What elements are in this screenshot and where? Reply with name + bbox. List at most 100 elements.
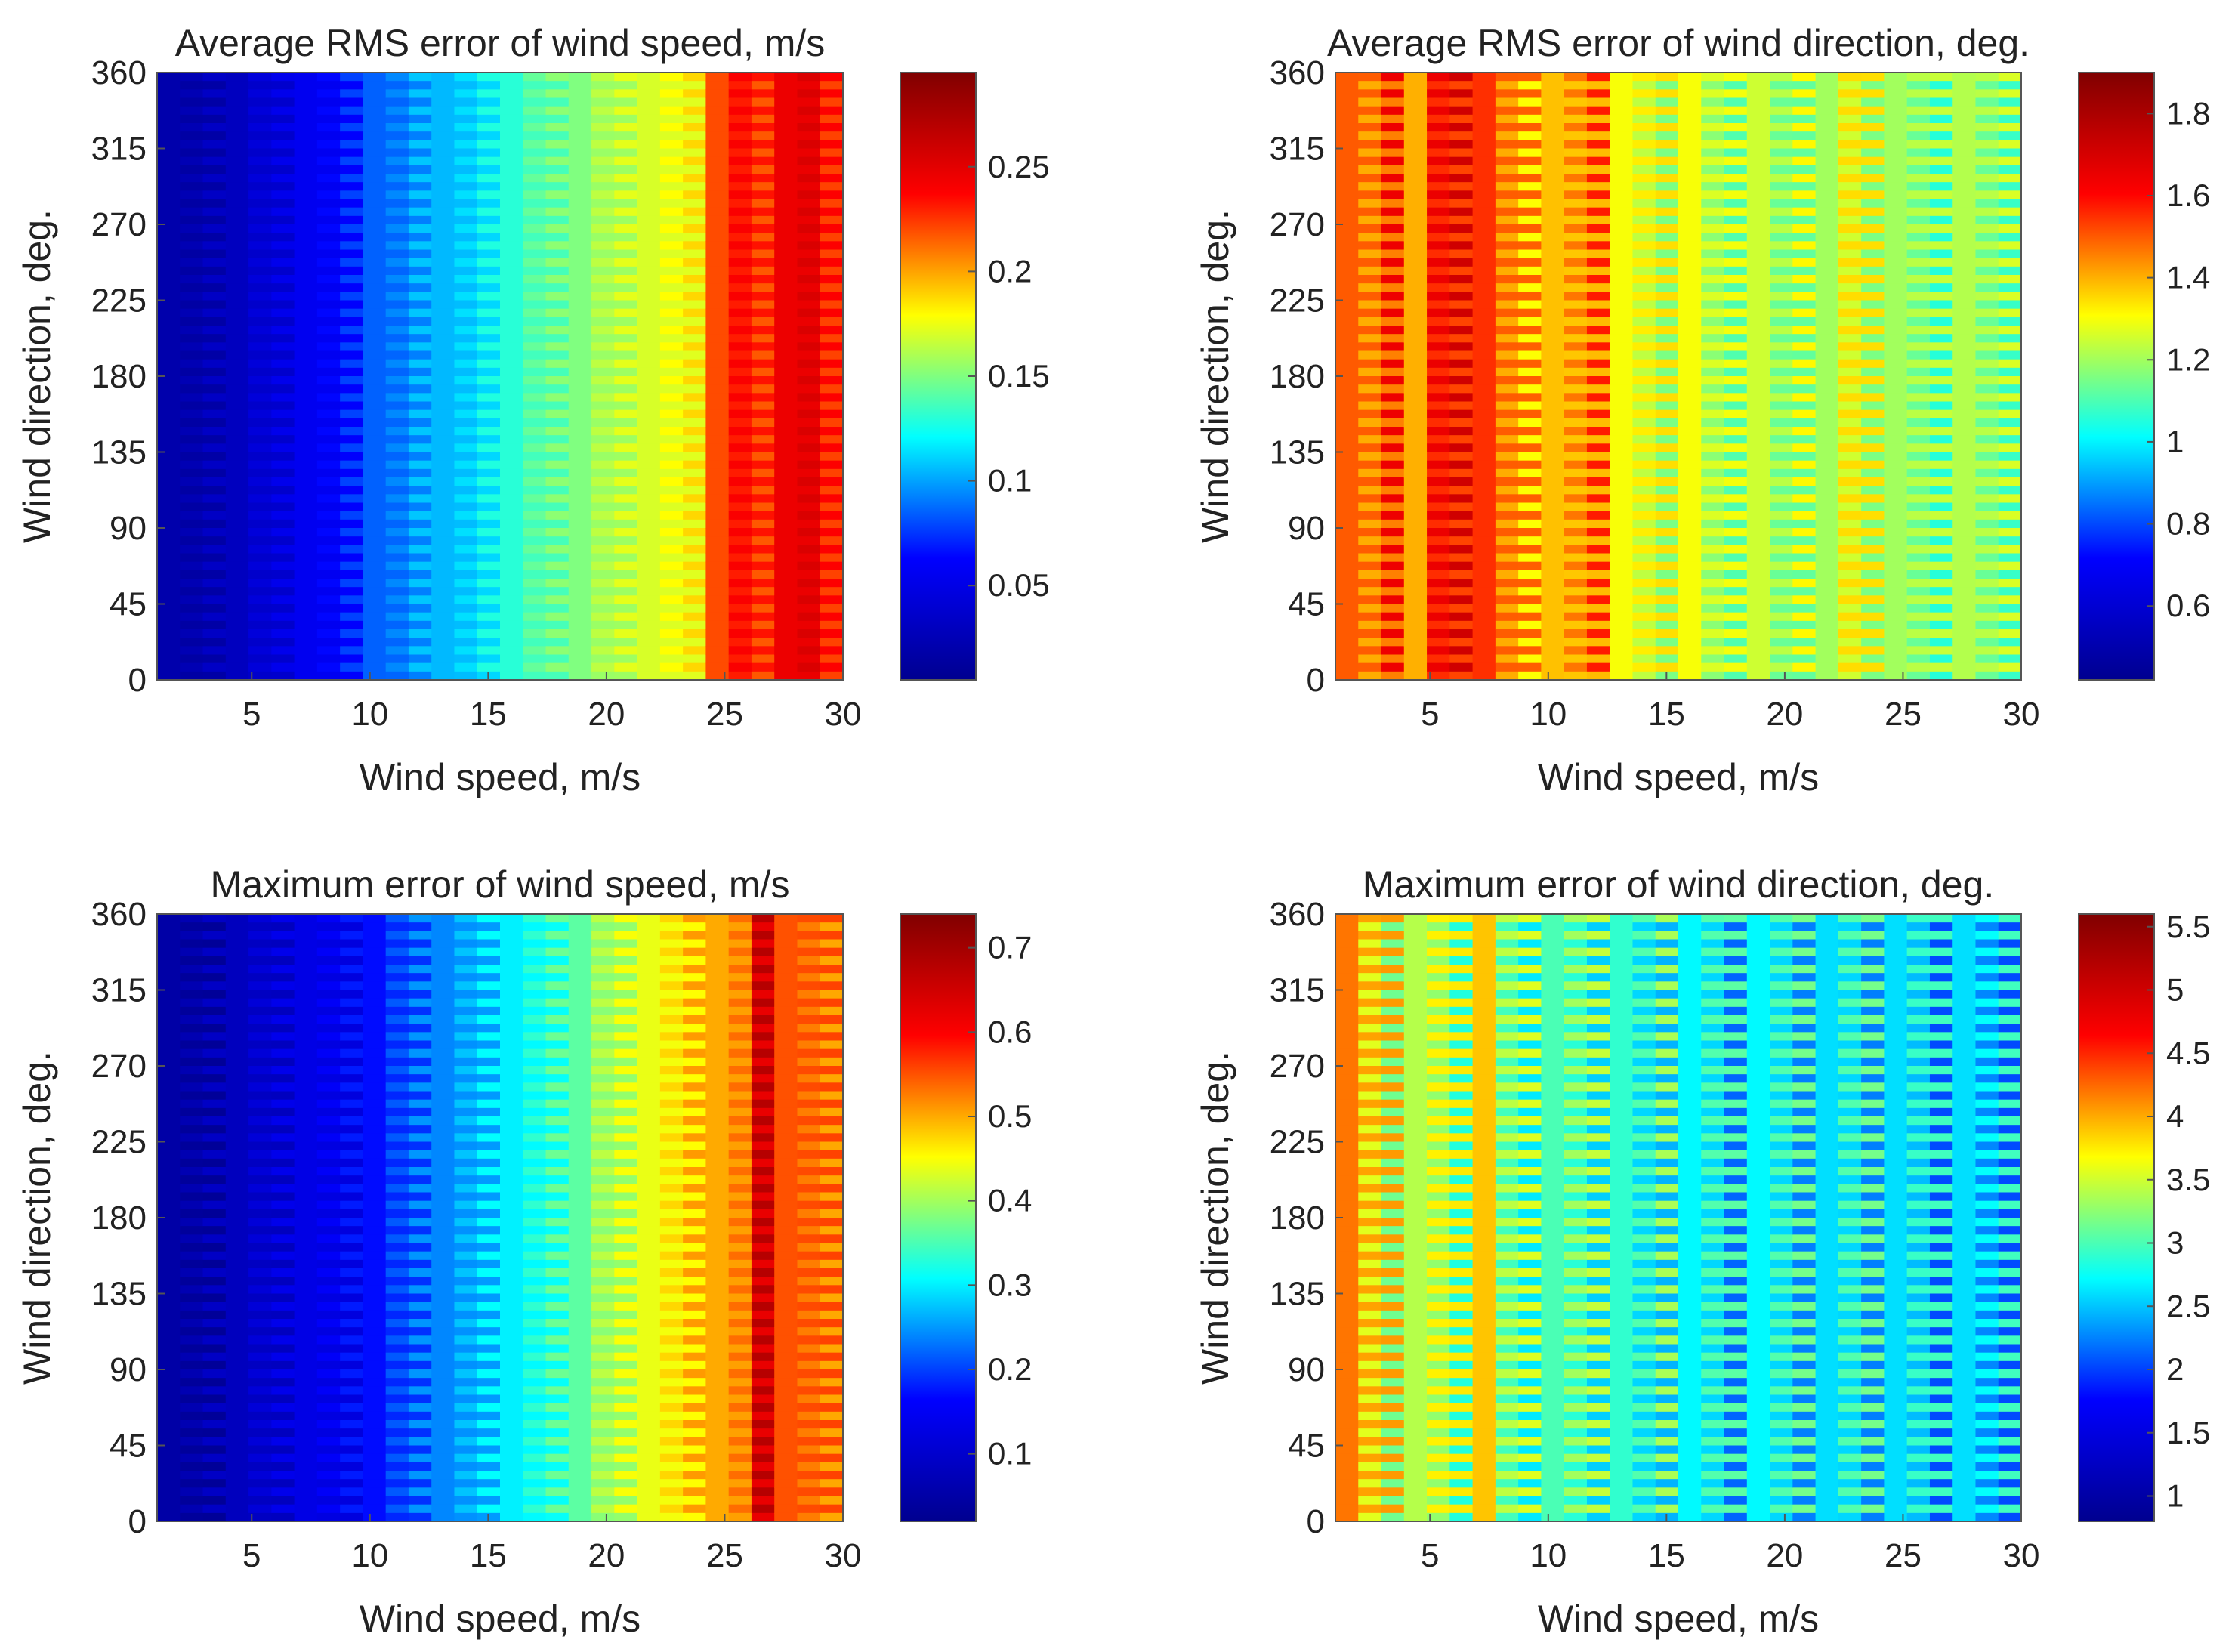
heatmap-cell: [1541, 604, 1565, 613]
heatmap-cell: [1610, 452, 1634, 462]
heatmap-cell: [316, 1040, 341, 1050]
heatmap-cell: [363, 435, 387, 444]
heatmap-cell: [316, 939, 341, 949]
heatmap-cell: [1472, 215, 1496, 225]
heatmap-cell: [1975, 350, 1999, 360]
heatmap-cell: [180, 1133, 204, 1143]
heatmap-cell: [1975, 435, 1999, 444]
heatmap-cell: [1427, 561, 1450, 571]
heatmap-cell: [1770, 486, 1793, 495]
heatmap-cell: [1564, 384, 1588, 394]
heatmap-cell: [591, 545, 615, 554]
heatmap-cell: [363, 317, 387, 326]
heatmap-cell: [1792, 595, 1817, 605]
heatmap-cell: [774, 384, 798, 394]
colorbar-tick-label: 0.15: [988, 358, 1050, 394]
heatmap-cell: [385, 545, 409, 554]
heatmap-cell: [294, 334, 318, 343]
heatmap-cell: [1838, 292, 1862, 301]
heatmap-cell: [1861, 654, 1885, 664]
heatmap-cell: [1518, 182, 1542, 191]
heatmap-cell: [1381, 165, 1405, 174]
heatmap-cell: [797, 612, 821, 622]
heatmap-cell: [294, 939, 318, 949]
heatmap-cell: [774, 174, 798, 183]
heatmap-cell: [1815, 266, 1839, 276]
heatmap-cell: [1678, 477, 1702, 486]
heatmap-cell: [157, 283, 181, 292]
heatmap-cell: [157, 998, 181, 1008]
heatmap-cell: [225, 528, 249, 537]
heatmap-cell: [1746, 545, 1770, 554]
heatmap-cell: [431, 174, 455, 183]
heatmap-cell: [1472, 561, 1496, 571]
heatmap-cell: [157, 604, 181, 613]
heatmap-cell: [1792, 486, 1817, 495]
heatmap-cell: [1427, 148, 1450, 158]
heatmap-cell: [1449, 308, 1474, 318]
heatmap-cell: [1746, 283, 1770, 292]
heatmap-cell: [1564, 367, 1588, 377]
heatmap-cell: [1472, 620, 1496, 630]
heatmap-cell: [316, 1209, 341, 1218]
heatmap-cell: [1861, 393, 1885, 403]
heatmap-cell: [316, 536, 341, 545]
heatmap-cell: [202, 1066, 227, 1075]
heatmap-cell: [1998, 418, 2022, 428]
heatmap-cell: [568, 662, 592, 672]
heatmap-cell: [1632, 300, 1656, 310]
heatmap-cell: [705, 207, 730, 217]
heatmap-cell: [1586, 342, 1610, 352]
heatmap-cell: [157, 182, 181, 191]
heatmap-cell: [180, 249, 204, 259]
heatmap-cell: [340, 326, 363, 335]
heatmap-cell: [1403, 106, 1428, 116]
heatmap-cell: [1472, 570, 1496, 579]
heatmap-cell: [1952, 477, 1977, 486]
heatmap-cell: [248, 536, 272, 545]
heatmap-cell: [157, 914, 181, 923]
heatmap-cell: [774, 511, 798, 520]
heatmap-cell: [1815, 638, 1839, 647]
heatmap-cell: [568, 292, 592, 301]
heatmap-cell: [225, 1285, 249, 1295]
heatmap-cell: [637, 199, 661, 208]
heatmap-cell: [1472, 140, 1496, 150]
heatmap-cell: [1838, 190, 1862, 200]
heatmap-cell: [1975, 207, 1999, 217]
heatmap-cell: [614, 350, 638, 360]
heatmap-cell: [545, 266, 570, 276]
heatmap-cell: [271, 1048, 295, 1058]
heatmap-cell: [225, 1116, 249, 1126]
heatmap-cell: [1610, 528, 1634, 537]
heatmap-cell: [1838, 604, 1862, 613]
heatmap-cell: [1792, 409, 1817, 419]
heatmap-cell: [202, 922, 227, 931]
heatmap-cell: [545, 97, 570, 107]
heatmap-cell: [1884, 528, 1908, 537]
heatmap-cell: [271, 1319, 295, 1328]
heatmap-cell: [180, 973, 204, 982]
heatmap-cell: [157, 981, 181, 991]
heatmap-cell: [316, 1471, 341, 1480]
heatmap-cell: [202, 326, 227, 335]
heatmap-cell: [1427, 662, 1450, 672]
heatmap-cell: [751, 148, 775, 158]
heatmap-cell: [1701, 367, 1725, 377]
heatmap-cell: [1632, 342, 1656, 352]
heatmap-cell: [431, 654, 455, 664]
heatmap-cell: [1724, 570, 1748, 579]
heatmap-cell: [820, 317, 844, 326]
heatmap-cell: [1678, 258, 1702, 267]
heatmap-cell: [774, 292, 798, 301]
heatmap-cell: [225, 1057, 249, 1067]
heatmap-cell: [477, 435, 501, 444]
heatmap-cell: [340, 587, 363, 596]
heatmap-cell: [1929, 494, 1953, 504]
heatmap-cell: [1472, 123, 1496, 132]
heatmap-cell: [1770, 561, 1793, 571]
heatmap-cell: [1518, 494, 1542, 504]
heatmap-cell: [248, 401, 272, 411]
heatmap-cell: [202, 241, 227, 251]
